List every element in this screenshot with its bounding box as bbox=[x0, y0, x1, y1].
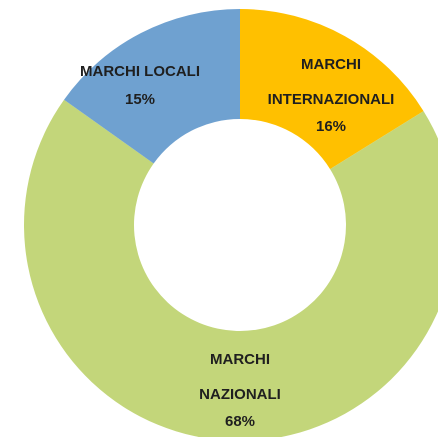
category-label: MARCHI NAZIONALI bbox=[199, 351, 281, 403]
donut-segment bbox=[24, 99, 438, 437]
category-label: MARCHI LOCALI bbox=[80, 63, 200, 80]
category-label: MARCHI INTERNAZIONALI bbox=[268, 56, 395, 108]
donut-segment bbox=[64, 9, 240, 164]
value-label: 15% bbox=[125, 91, 155, 108]
value-label: 68% bbox=[225, 413, 255, 430]
donut-segment bbox=[240, 9, 424, 170]
value-label: 16% bbox=[316, 118, 346, 135]
